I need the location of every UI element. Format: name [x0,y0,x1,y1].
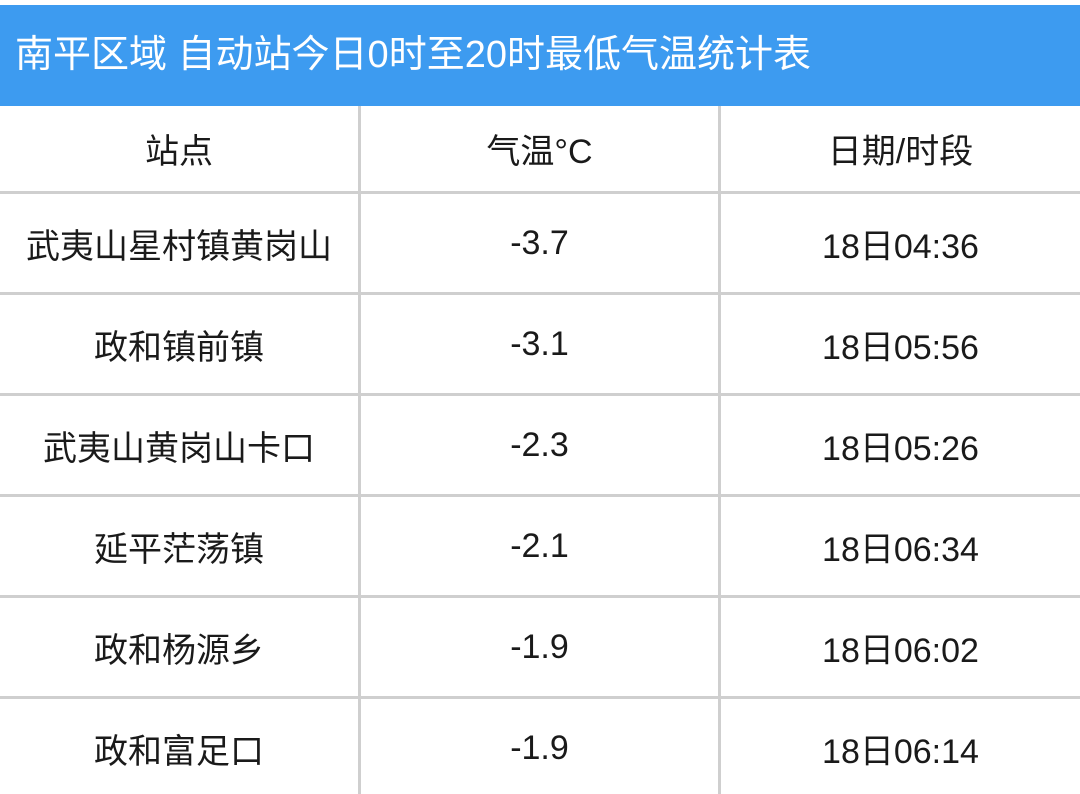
column-header: 站点 [0,106,361,191]
column-header: 日期/时段 [827,133,974,171]
table-row: 武夷山黄岗山卡口 -2.3 18日05:26 [0,396,1080,497]
cell: 延平茫荡镇 [0,497,361,595]
cell: 政和富足口 [0,699,361,794]
table-row: 政和杨源乡 -1.9 18日06:02 [0,598,1080,699]
cell: -1.9 [361,699,721,794]
cell: -2.3 [361,396,721,494]
table-row: 政和富足口 -1.9 18日06:14 [0,699,1080,794]
cell: -1.9 [361,598,721,696]
cell: 18日06:34 [822,530,979,569]
cell: 18日06:14 [822,732,979,771]
cell: -2.1 [361,497,721,595]
cell: -3.7 [361,194,721,292]
cell: 18日06:02 [822,631,979,670]
cell: 18日04:36 [822,227,979,266]
table-row: 政和镇前镇 -3.1 18日05:56 [0,295,1080,396]
cell: -3.1 [361,295,721,393]
table-row: 武夷山星村镇黄岗山 -3.7 18日04:36 [0,194,1080,295]
table-row: 延平茫荡镇 -2.1 18日06:34 [0,497,1080,598]
cell: 武夷山星村镇黄岗山 [0,194,361,292]
cell: 18日05:26 [822,429,979,468]
cell: 政和杨源乡 [0,598,361,696]
cell: 18日05:56 [822,328,979,367]
title: 南平区域 自动站今日0时至20时最低气温统计表 [15,34,811,76]
cell: 武夷山黄岗山卡口 [0,396,361,494]
cell: 政和镇前镇 [0,295,361,393]
column-header: 气温°C [361,106,721,191]
title-bar: 南平区域 自动站今日0时至20时最低气温统计表 [0,5,1080,106]
header-row: 站点 气温°C 日期/时段 [0,106,1080,194]
